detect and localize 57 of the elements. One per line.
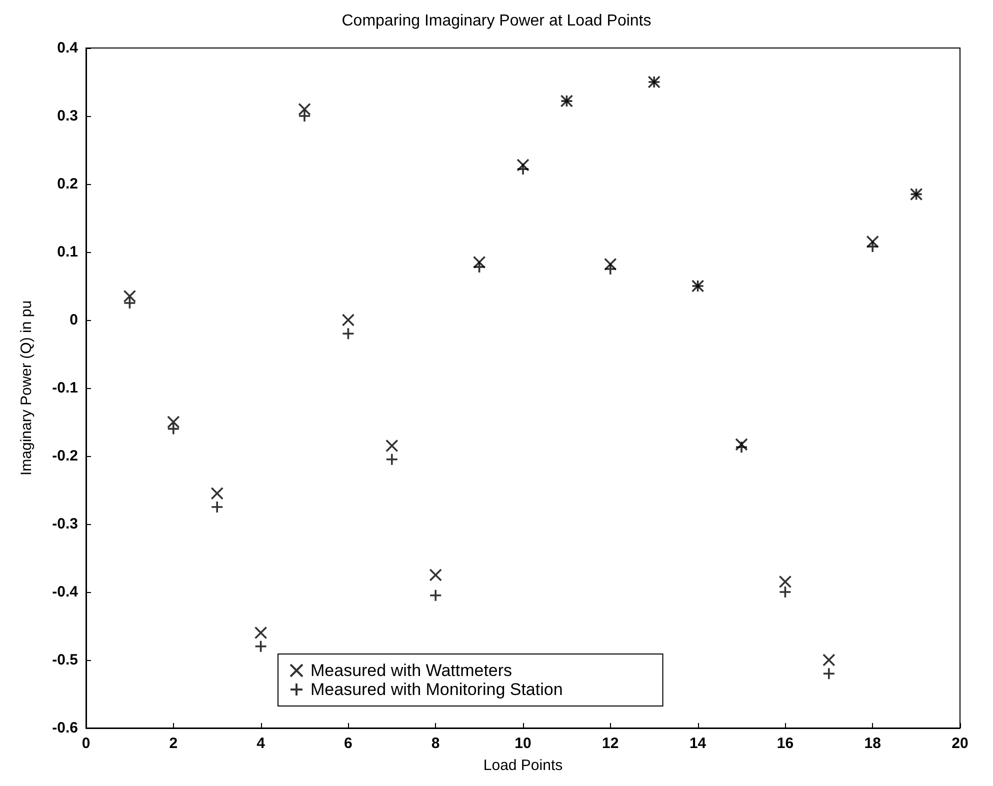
y-tick-label: -0.1 [52,380,78,396]
x-tick-label: 0 [82,735,90,752]
legend-label: Measured with Monitoring Station [310,680,563,699]
y-tick-label: -0.4 [52,584,79,600]
x-tick-label: 10 [514,735,532,752]
point [778,586,792,598]
point [516,162,530,176]
y-tick-label: 0.1 [57,244,78,260]
chart-title: Comparing Imaginary Power at Load Points [342,12,652,30]
point [167,416,180,428]
point [254,640,268,653]
point [604,258,617,271]
x-tick-label: 2 [169,735,178,752]
point [735,438,748,451]
point [298,110,311,122]
point [123,290,136,303]
point [386,453,398,466]
point [342,314,355,326]
point [822,654,836,666]
point [167,422,180,436]
y-tick-label: 0 [70,312,78,328]
point [254,626,268,640]
legend-label: Measured with Wattmeters [310,661,512,680]
x-tick-label: 14 [689,735,707,752]
x-tick-label: 4 [256,735,266,752]
point [866,235,879,248]
y-tick-label: -0.3 [52,516,78,532]
point [429,589,442,602]
x-tick-label: 6 [344,735,352,752]
x-tick-label: 12 [602,735,619,752]
x-tick-label: 20 [952,735,968,752]
x-tick-label: 18 [864,735,881,752]
point [866,240,879,253]
y-tick-label: -0.6 [52,720,78,736]
point [386,439,398,452]
point [123,296,136,310]
y-tick-label: -0.2 [52,448,78,464]
x-tick-label: 8 [431,735,440,752]
point [342,327,355,340]
y-tick-label: -0.5 [52,652,78,668]
y-tick-label: 0.4 [57,40,79,56]
point [210,487,224,500]
point [210,500,224,514]
x-tick-label: 16 [776,735,794,752]
x-axis-title: Load Points [483,757,563,774]
point [604,262,617,276]
y-tick-label: 0.2 [57,176,78,192]
point [516,158,530,172]
point [822,667,836,680]
point [298,102,311,116]
y-tick-label: 0.3 [57,108,78,124]
point [735,440,748,454]
point [429,568,442,582]
point [472,260,486,274]
point [778,575,792,588]
point [472,256,486,269]
y-axis-title: Imaginary Power (Q) in pu [18,300,35,476]
